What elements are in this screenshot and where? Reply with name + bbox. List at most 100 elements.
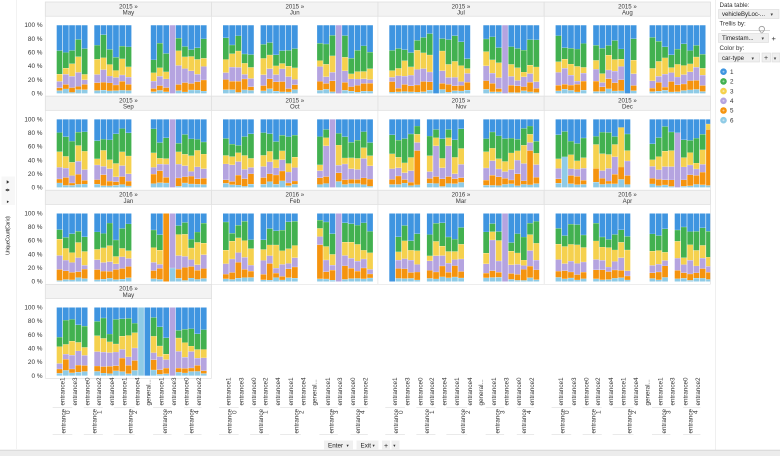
svg-text:entrance2: entrance2 xyxy=(363,377,370,406)
svg-text:+: + xyxy=(772,34,777,43)
svg-text:2: 2 xyxy=(730,79,734,86)
svg-text:+: + xyxy=(384,443,388,450)
svg-text:entrance: entrance xyxy=(521,408,528,433)
svg-text:entrance: entrance xyxy=(355,408,362,433)
svg-text:entrance: entrance xyxy=(258,408,265,433)
svg-text:2015 »: 2015 » xyxy=(285,3,304,10)
svg-text:Data table:: Data table: xyxy=(720,2,750,9)
svg-text:entrance: entrance xyxy=(559,408,566,433)
svg-text:2016 »: 2016 » xyxy=(452,192,471,199)
svg-text:3: 3 xyxy=(333,410,340,414)
svg-text:general...: general... xyxy=(145,379,152,406)
svg-text:entrance3: entrance3 xyxy=(337,377,344,406)
svg-text:3: 3 xyxy=(730,88,734,95)
svg-text:entrance0: entrance0 xyxy=(417,377,424,406)
svg-text:entrance2: entrance2 xyxy=(429,377,436,406)
svg-text:2: 2 xyxy=(299,410,306,414)
svg-text:entrance2: entrance2 xyxy=(695,377,702,406)
svg-text:2015 »: 2015 » xyxy=(119,3,138,10)
svg-text:▾: ▾ xyxy=(393,443,396,448)
svg-text:60 %: 60 % xyxy=(28,238,43,245)
svg-text:entrance4: entrance4 xyxy=(109,377,116,406)
svg-text:5: 5 xyxy=(730,108,734,115)
svg-text:4: 4 xyxy=(526,410,533,414)
svg-text:2015 »: 2015 » xyxy=(452,3,471,10)
svg-text:1: 1 xyxy=(263,410,270,414)
svg-text:entrance2: entrance2 xyxy=(595,377,602,406)
svg-text:entrance: entrance xyxy=(393,408,400,433)
svg-text:4: 4 xyxy=(193,410,200,414)
svg-text:4: 4 xyxy=(360,410,367,414)
svg-text:1: 1 xyxy=(96,410,103,414)
svg-text:May: May xyxy=(123,292,135,299)
svg-text:general...: general... xyxy=(312,379,319,406)
svg-text:entrance1: entrance1 xyxy=(657,377,664,406)
svg-text:Exit: Exit xyxy=(361,442,372,449)
svg-text:Jan: Jan xyxy=(123,198,133,205)
svg-text:3: 3 xyxy=(499,410,506,414)
svg-text:100 %: 100 % xyxy=(24,210,42,217)
svg-text:80 %: 80 % xyxy=(28,224,43,231)
svg-text:entrance: entrance xyxy=(60,408,67,433)
svg-text:entrance0: entrance0 xyxy=(85,377,92,406)
svg-text:4: 4 xyxy=(730,98,734,105)
svg-text:general...: general... xyxy=(478,379,485,406)
svg-text:1: 1 xyxy=(730,69,734,76)
svg-text:60 %: 60 % xyxy=(28,50,43,57)
svg-text:20 %: 20 % xyxy=(28,77,43,84)
svg-text:entrance2: entrance2 xyxy=(529,377,536,406)
svg-text:entrance3: entrance3 xyxy=(171,377,178,406)
svg-text:entrance: entrance xyxy=(424,408,431,433)
svg-text:entrance4: entrance4 xyxy=(442,377,449,406)
svg-text:40 %: 40 % xyxy=(28,63,43,70)
svg-text:entrance4: entrance4 xyxy=(633,377,640,406)
svg-text:entrance4: entrance4 xyxy=(301,377,308,406)
svg-text:entrance3: entrance3 xyxy=(72,377,79,406)
svg-text:entrance0: entrance0 xyxy=(516,377,523,406)
svg-text:▾: ▾ xyxy=(771,12,774,18)
svg-text:0: 0 xyxy=(564,410,571,414)
svg-text:80 %: 80 % xyxy=(28,318,43,325)
svg-text:2015 »: 2015 » xyxy=(618,98,637,105)
svg-text:2015 »: 2015 » xyxy=(285,98,304,105)
svg-text:4: 4 xyxy=(692,410,699,414)
svg-text:0 %: 0 % xyxy=(31,91,42,98)
svg-text:▾: ▾ xyxy=(762,36,765,42)
svg-text:0 %: 0 % xyxy=(31,373,42,380)
svg-text:May: May xyxy=(123,10,135,17)
svg-text:100 %: 100 % xyxy=(24,116,42,123)
svg-text:2016 »: 2016 » xyxy=(618,192,637,199)
svg-text:Nov: Nov xyxy=(456,104,468,111)
svg-text:3: 3 xyxy=(167,410,174,414)
svg-text:entrance2: entrance2 xyxy=(263,377,270,406)
svg-text:Aug: Aug xyxy=(622,10,633,17)
svg-text:Feb: Feb xyxy=(290,198,301,205)
svg-text:80 %: 80 % xyxy=(28,36,43,43)
svg-text:▾: ▾ xyxy=(347,443,350,448)
svg-text:Color by:: Color by: xyxy=(720,45,745,52)
svg-text:entrance1: entrance1 xyxy=(122,377,129,406)
svg-text:car-type: car-type xyxy=(722,55,745,62)
svg-text:0 %: 0 % xyxy=(31,185,42,192)
svg-text:2015 »: 2015 » xyxy=(452,98,471,105)
svg-text:2016 »: 2016 » xyxy=(285,192,304,199)
svg-text:entrance1: entrance1 xyxy=(288,377,295,406)
svg-text:60 %: 60 % xyxy=(28,144,43,151)
svg-text:entrance: entrance xyxy=(626,408,633,433)
svg-text:1: 1 xyxy=(429,410,436,414)
svg-text:vehicleByLoc-...: vehicleByLoc-... xyxy=(722,11,765,18)
svg-text:entrance1: entrance1 xyxy=(491,377,498,406)
svg-text:Oct: Oct xyxy=(290,104,300,111)
svg-text:Apr: Apr xyxy=(623,198,632,205)
svg-text:entrance1: entrance1 xyxy=(558,377,565,406)
svg-text:entrance3: entrance3 xyxy=(503,377,510,406)
svg-text:entrance1: entrance1 xyxy=(159,377,166,406)
svg-text:▾: ▾ xyxy=(774,56,777,62)
svg-text:entrance1: entrance1 xyxy=(621,377,628,406)
svg-text:entrance0: entrance0 xyxy=(584,377,591,406)
svg-text:0 %: 0 % xyxy=(31,279,42,286)
svg-text:entrance: entrance xyxy=(688,408,695,433)
svg-text:40 %: 40 % xyxy=(28,251,43,258)
svg-text:entrance0: entrance0 xyxy=(184,377,191,406)
svg-text:entrance4: entrance4 xyxy=(275,377,282,406)
